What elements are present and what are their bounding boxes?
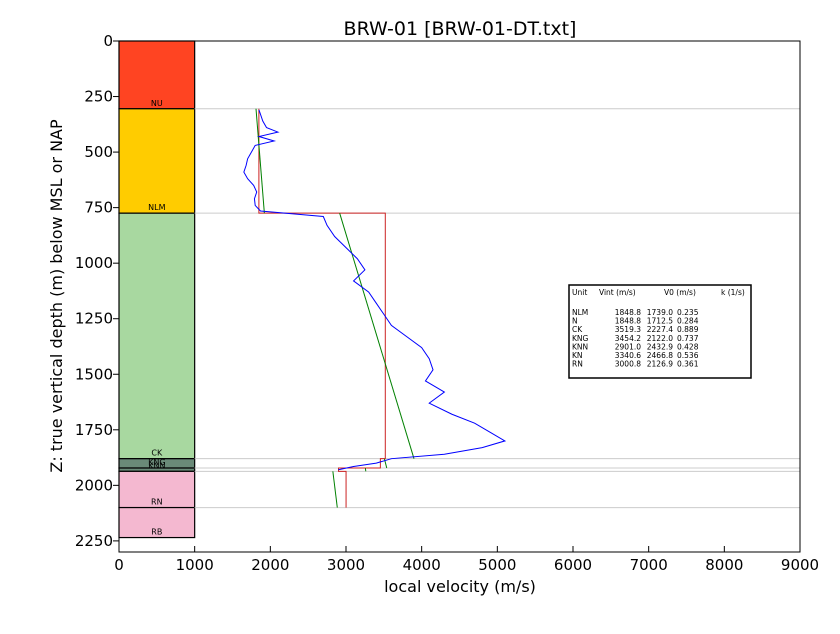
x-axis-label: local velocity (m/s) [384, 577, 536, 596]
x-tick-label: 4000 [403, 556, 441, 574]
y-tick-label: 250 [84, 88, 113, 106]
x-tick-label: 9000 [781, 556, 819, 574]
y-tick-label: 750 [84, 199, 113, 217]
data-series [244, 109, 505, 508]
x-tick-label: 0 [114, 556, 124, 574]
y-axis-label: Z: true vertical depth (m) below MSL or … [47, 119, 66, 473]
strat-label-nu: NU [151, 99, 163, 108]
y-tick-label: 0 [103, 32, 113, 50]
table-row-vint: 3000.8 [615, 360, 641, 369]
x-tick-label: 2000 [251, 556, 289, 574]
strat-label-rn: RN [151, 498, 163, 507]
strat-label-knn: KNN [148, 461, 165, 470]
y-tick-label: 1750 [75, 421, 113, 439]
y-tick-label: 500 [84, 143, 113, 161]
x-tick-label: 3000 [327, 556, 365, 574]
strat-label-rb: RB [151, 528, 162, 537]
linear-model-segment-0 [256, 109, 264, 213]
strat-unit-nlm [119, 109, 195, 213]
table-header-cell: V0 (m/s) [664, 288, 696, 297]
y-tick-label: 2000 [75, 476, 113, 494]
chart-title: BRW-01 [BRW-01-DT.txt] [344, 18, 577, 40]
x-tick-label: 1000 [176, 556, 214, 574]
linear-model-segment-1 [340, 213, 414, 459]
strat-unit-ck [119, 213, 195, 459]
x-tick-label: 5000 [478, 556, 516, 574]
table-header-cell: Vint (m/s) [599, 288, 636, 297]
table-header-cell: k (1/s) [721, 288, 745, 297]
linear-model-segment-4 [333, 471, 337, 507]
sonic-log-line [244, 110, 505, 470]
y-tick-label: 1500 [75, 365, 113, 383]
x-tick-label: 6000 [554, 556, 592, 574]
y-tick-label: 1250 [75, 310, 113, 328]
x-tick-label: 8000 [705, 556, 743, 574]
table-row-unit: RN [572, 360, 583, 369]
y-tick-label: 2250 [75, 532, 113, 550]
table-row-k: 0.361 [677, 360, 699, 369]
table-row-v0: 2126.9 [647, 360, 673, 369]
strat-label-ck: CK [151, 449, 163, 458]
strat-label-nlm: NLM [148, 203, 165, 212]
y-tick-label: 1000 [75, 254, 113, 272]
x-tick-label: 7000 [630, 556, 668, 574]
interval-velocity-line [259, 109, 385, 508]
table-header-cell: Unit [572, 288, 587, 297]
